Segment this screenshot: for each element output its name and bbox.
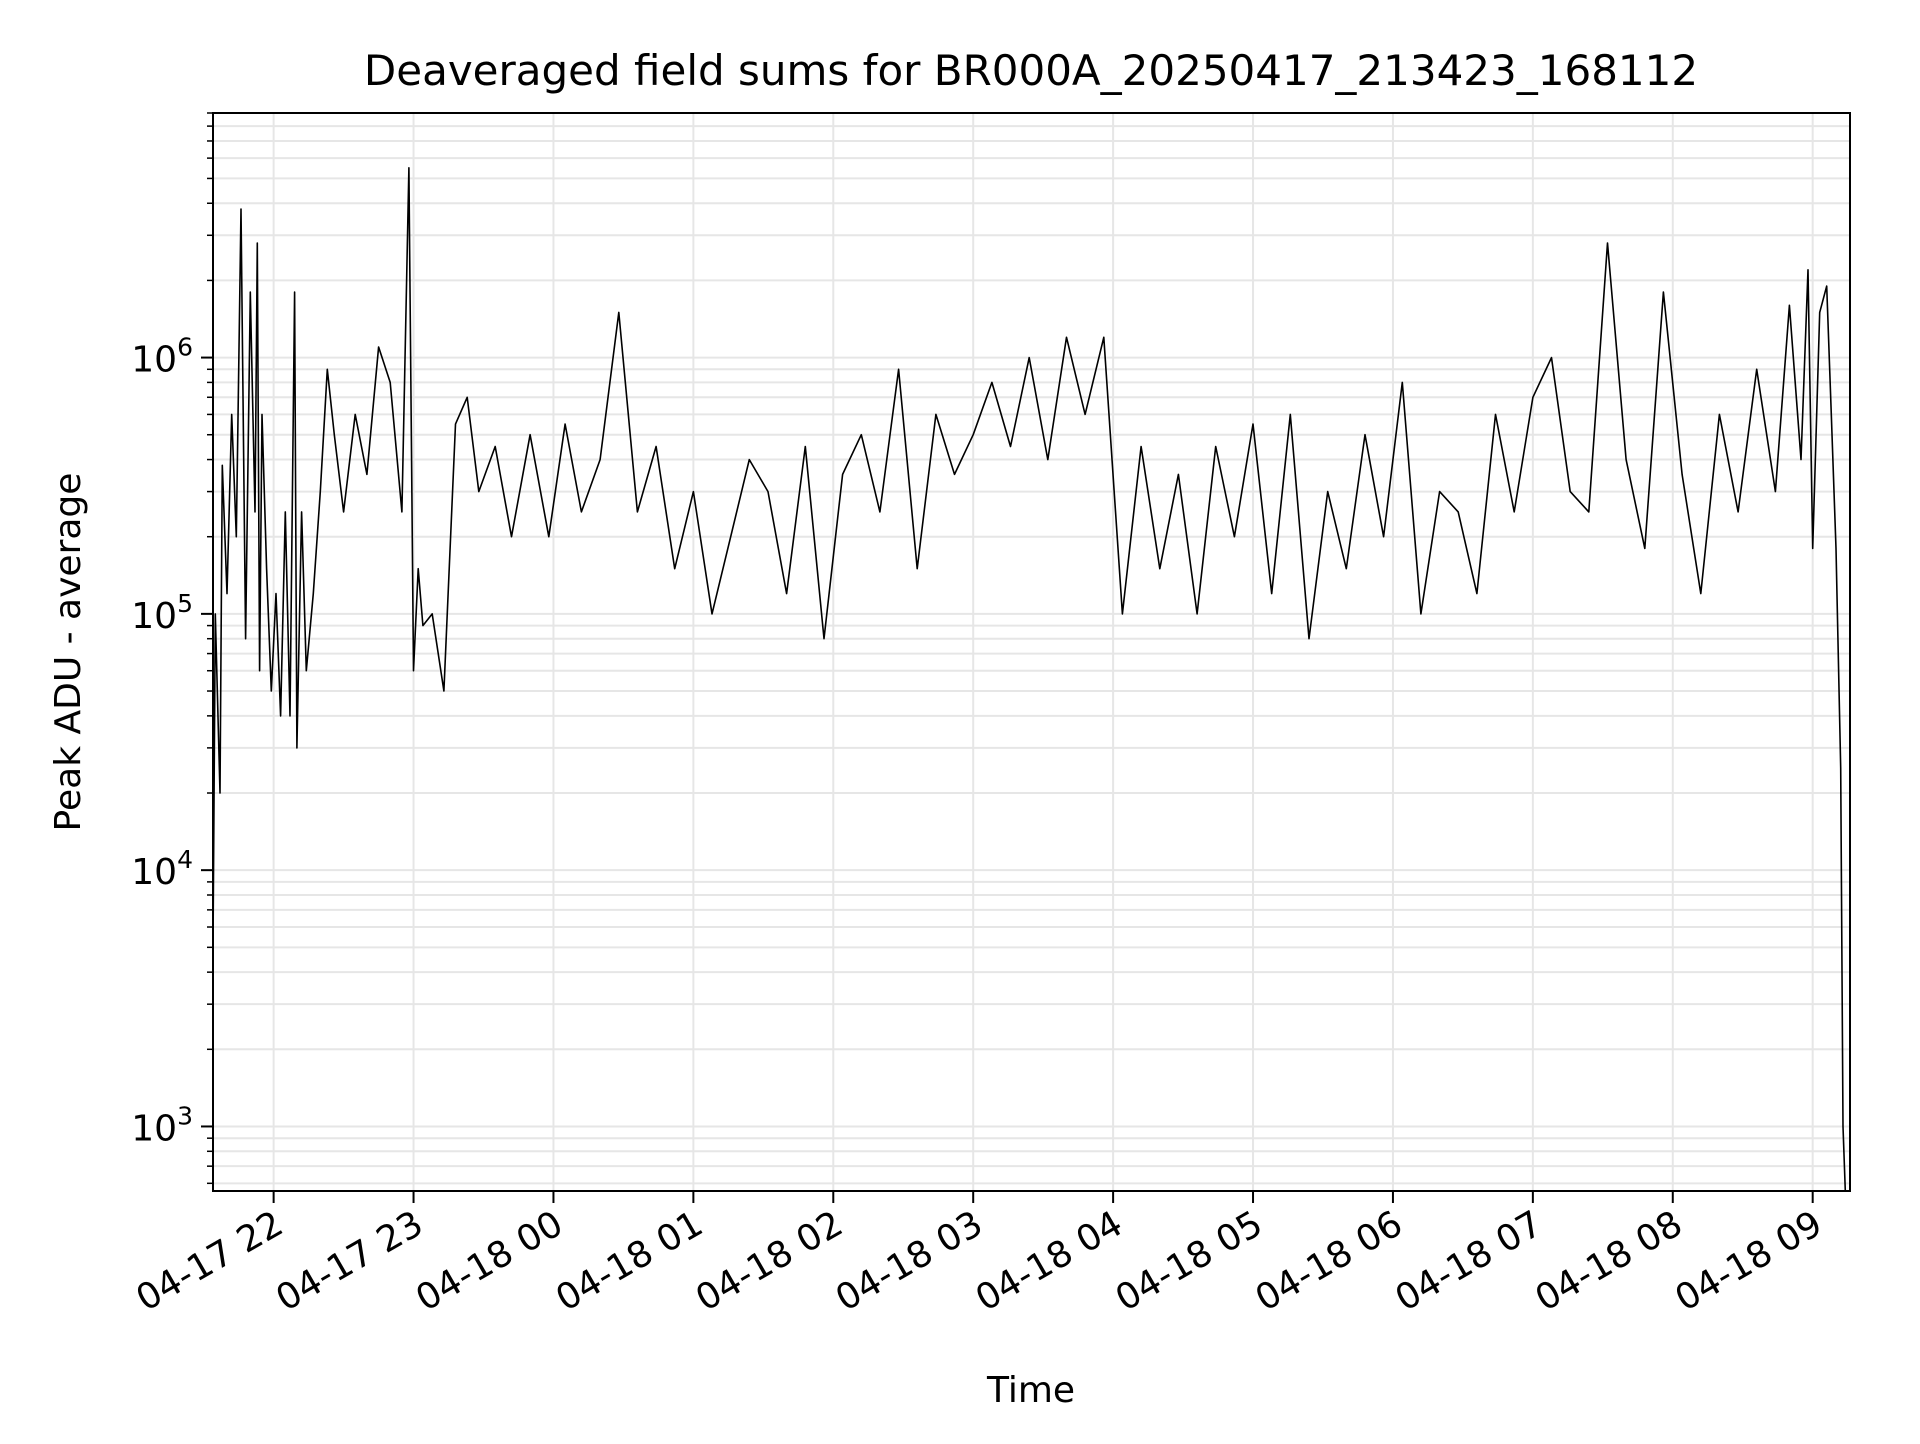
series-line bbox=[212, 167, 1847, 1192]
y-axis: 103 104 105 106 bbox=[131, 112, 213, 1185]
y-tick-label: 103 bbox=[131, 1101, 193, 1149]
y-tick-label: 105 bbox=[131, 589, 193, 637]
plot-frame bbox=[212, 112, 1851, 1192]
y-axis-label: Peak ADU - average bbox=[48, 473, 89, 832]
x-axis-label: Time bbox=[986, 1370, 1075, 1411]
series-layer bbox=[212, 167, 1847, 1192]
grid bbox=[213, 112, 1850, 1191]
y-tick-label: 104 bbox=[131, 845, 193, 893]
y-tick-label: 106 bbox=[131, 333, 193, 381]
chart-title: Deaveraged field sums for BR000A_2025041… bbox=[364, 46, 1698, 95]
